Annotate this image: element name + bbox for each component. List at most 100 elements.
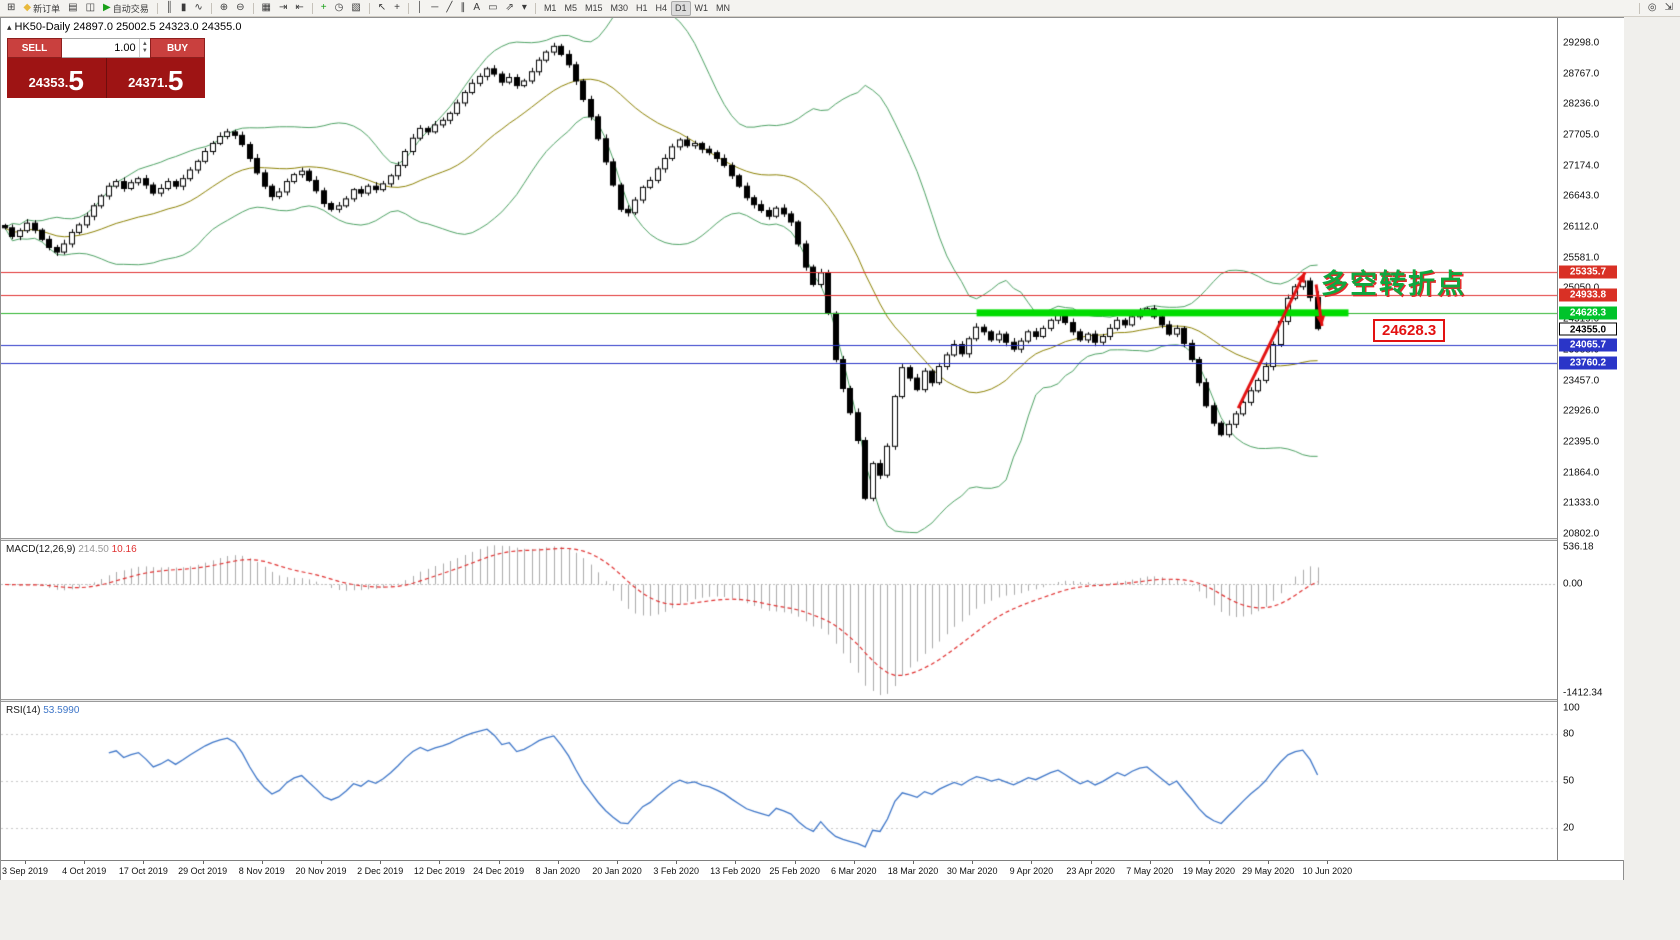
time-axis[interactable]: 3 Sep 2019 4 Oct 2019 17 Oct 2019 29 Oct 20… (1, 860, 1623, 880)
date-tick (1091, 861, 1092, 864)
axis-label: 536.18 (1563, 541, 1594, 553)
chart-window-icon[interactable]: ⊞ (3, 1, 19, 16)
annotation-text[interactable]: 多空转折点 (1321, 269, 1466, 299)
candlestick-chart-icon: ▮ (180, 2, 187, 13)
price-tag: 24933.8 (1559, 288, 1617, 302)
fullscreen-icon[interactable]: ⇲ (1661, 1, 1677, 16)
macd-chart-canvas[interactable] (1, 541, 1557, 699)
ask-price-button[interactable]: 24371. 5 (106, 58, 205, 98)
tile-windows-icon: ▦ (261, 2, 271, 13)
symbol-title: HK50-Daily 24897.0 25002.5 24323.0 24355… (14, 21, 242, 33)
tf-m30-label: M30 (610, 3, 628, 13)
zoom-out-icon[interactable]: ⊖ (232, 1, 248, 16)
axis-label: 22926.0 (1563, 405, 1600, 417)
indicators-icon[interactable]: + (317, 1, 331, 16)
sell-button[interactable]: SELL (7, 38, 62, 58)
text-label-icon[interactable]: ▭ (484, 1, 501, 16)
axis-label: 22395.0 (1563, 436, 1600, 448)
autotrading-button[interactable]: ▶ 自动交易 (99, 1, 153, 16)
tf-d1[interactable]: D1 (671, 0, 691, 16)
panel-separator[interactable] (1, 699, 1623, 702)
rsi-chart-canvas[interactable] (1, 702, 1557, 860)
price-tag: 24628.3 (1559, 306, 1617, 320)
tf-h4[interactable]: H4 (652, 1, 672, 16)
text-icon[interactable]: A (469, 1, 484, 16)
candlestick-chart-icon[interactable]: ▮ (177, 1, 191, 16)
tf-h4-label: H4 (655, 3, 668, 13)
axis-label: 100 (1563, 702, 1580, 714)
ask-price: 24371. (128, 75, 168, 90)
bid-price-button[interactable]: 24353. 5 (7, 58, 107, 98)
date-tick (380, 861, 381, 864)
arrows-icon[interactable]: ⇗ (502, 1, 518, 16)
date-label: 30 Mar 2020 (946, 866, 998, 876)
search-icon[interactable]: ◎ (1644, 1, 1661, 16)
macd-indicator-label: MACD(12,26,9) 214.50 10.16 (6, 544, 137, 555)
tf-m5[interactable]: M5 (560, 1, 581, 16)
main-toolbar: ⊞ ◆ 新订单 ▤ ◫ ▶ 自动交易 ║ ▮ ∿ ⊕ ⊖ ▦ ⇥ ⇤ + ◷ ▧ ↖ + │ ─ ╱ ∥ A ▭ ⇗ ▾ M1 M5 M15… (0, 0, 1680, 17)
cursor-icon: ↖ (377, 2, 387, 13)
date-label: 17 Oct 2019 (118, 866, 168, 876)
buy-button[interactable]: BUY (150, 38, 205, 58)
vertical-line-icon[interactable]: │ (413, 1, 427, 16)
data-window-icon[interactable]: ◫ (82, 1, 99, 16)
bar-chart-icon[interactable]: ║ (162, 1, 177, 16)
date-label: 29 May 2020 (1242, 866, 1295, 876)
axis-label: 50 (1563, 775, 1575, 787)
date-tick (321, 861, 322, 864)
date-label: 6 Mar 2020 (831, 866, 877, 876)
templates-icon[interactable]: ▧ (347, 1, 364, 16)
bid-price: 24353. (28, 75, 69, 90)
collapse-one-click-icon[interactable]: ▴ (7, 22, 12, 32)
periods-icon[interactable]: ◷ (331, 1, 348, 16)
axis-label: 20 (1563, 822, 1575, 834)
rsi-indicator-label: RSI(14) 53.5990 (6, 705, 79, 716)
date-tick (262, 861, 263, 864)
date-label: 29 Oct 2019 (178, 866, 228, 876)
line-chart-icon: ∿ (194, 2, 203, 13)
text-icon: A (473, 2, 481, 13)
channel-icon[interactable]: ∥ (456, 1, 469, 16)
tf-mn[interactable]: MN (712, 1, 734, 16)
date-tick (439, 861, 440, 864)
arrows-dropdown-icon[interactable]: ▾ (518, 1, 531, 16)
lot-decrease-icon[interactable]: ▼ (141, 48, 148, 54)
line-chart-icon[interactable]: ∿ (190, 1, 206, 16)
chart-shift-icon[interactable]: ⇤ (291, 1, 307, 16)
date-tick (1268, 861, 1269, 864)
horizontal-line-icon[interactable]: ─ (427, 1, 442, 16)
date-label: 7 May 2020 (1126, 866, 1174, 876)
vertical-line-icon: │ (417, 2, 424, 13)
market-watch-icon[interactable]: ▤ (64, 1, 81, 16)
price-axis[interactable]: 29298.0 28767.0 28236.0 27705.0 27174.0 26643… (1557, 18, 1624, 860)
level-price-label[interactable]: 24628.3 (1373, 319, 1446, 342)
trendline-icon: ╱ (446, 2, 453, 13)
search-icon: ◎ (1647, 2, 1657, 13)
zoom-out-icon: ⊖ (236, 2, 245, 13)
price-panel: ▴ HK50-Daily 24897.0 25002.5 24323.0 2435… (1, 18, 1557, 538)
date-tick (854, 861, 855, 864)
cursor-icon[interactable]: ↖ (374, 1, 390, 16)
bid-price-big-digit: 5 (68, 65, 84, 96)
tf-m30[interactable]: M30 (606, 1, 632, 16)
lot-size-input[interactable] (62, 39, 139, 57)
axis-label: 21333.0 (1563, 497, 1600, 509)
tf-h1[interactable]: H1 (632, 1, 652, 16)
panel-separator[interactable] (1, 538, 1623, 541)
tf-m1[interactable]: M1 (540, 1, 561, 16)
crosshair-icon[interactable]: + (390, 1, 404, 16)
tf-w1[interactable]: W1 (691, 1, 713, 16)
lot-increase-icon[interactable]: ▲ (141, 41, 148, 47)
tf-m1-label: M1 (543, 3, 557, 13)
date-tick (735, 861, 736, 864)
price-chart-canvas[interactable] (1, 18, 1557, 538)
axis-label: 80 (1563, 728, 1575, 740)
trendline-icon[interactable]: ╱ (442, 1, 456, 16)
new-order-button[interactable]: ◆ 新订单 (19, 1, 64, 16)
auto-scroll-icon[interactable]: ⇥ (275, 1, 291, 16)
tile-windows-icon[interactable]: ▦ (258, 1, 275, 16)
rsi-value: 53.5990 (43, 705, 80, 716)
zoom-in-icon[interactable]: ⊕ (216, 1, 232, 16)
tf-m15[interactable]: M15 (581, 1, 607, 16)
